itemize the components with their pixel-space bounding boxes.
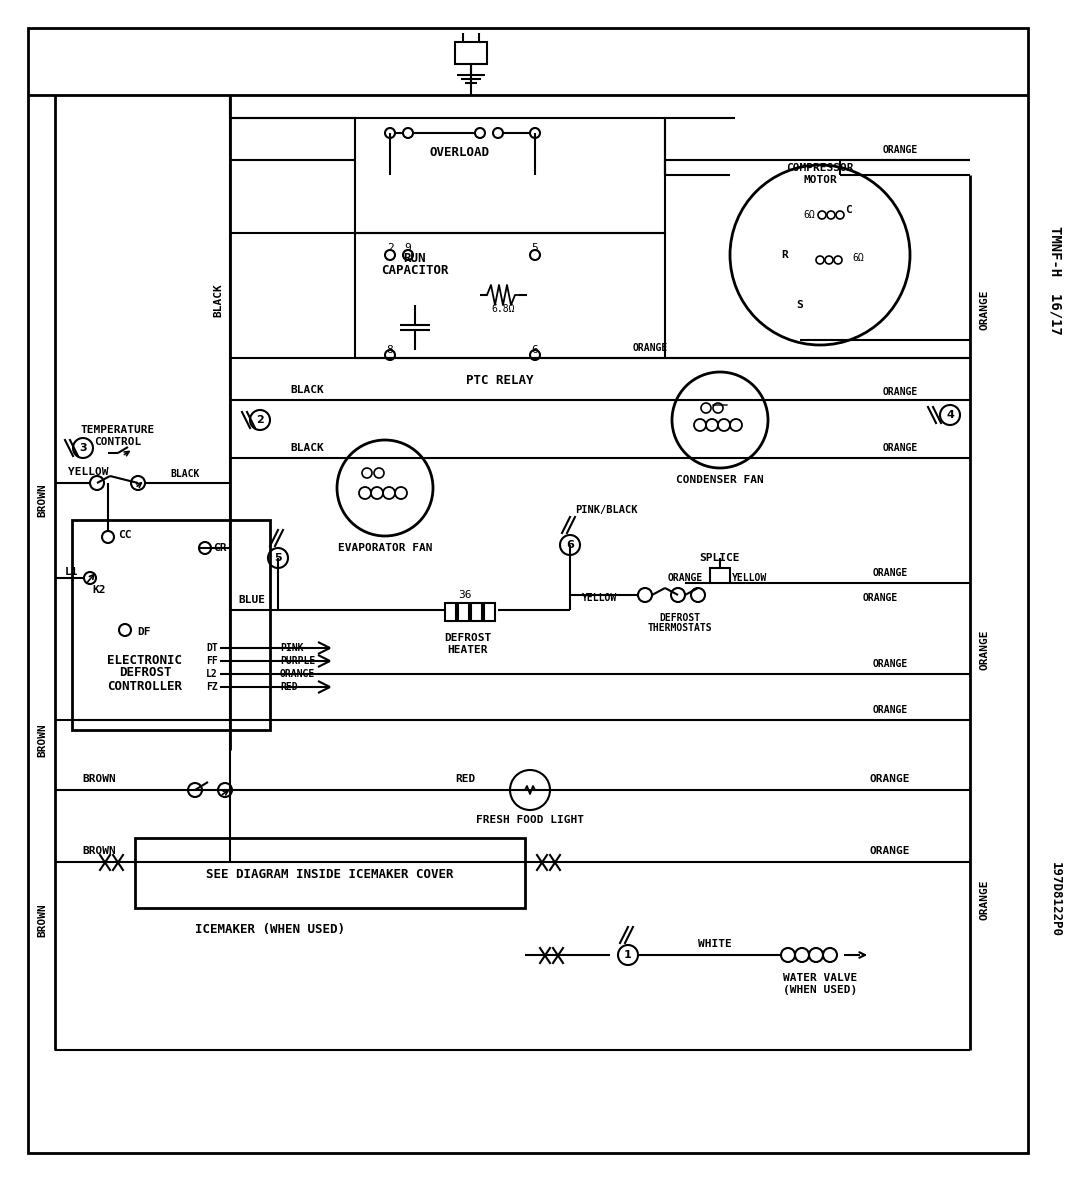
Text: YELLOW: YELLOW (68, 466, 109, 477)
Text: ORANGE: ORANGE (872, 705, 908, 715)
Text: CAPACITOR: CAPACITOR (381, 264, 449, 277)
Text: ORANGE: ORANGE (882, 443, 918, 453)
Text: FF: FF (207, 656, 218, 666)
Text: CC: CC (118, 531, 131, 540)
Text: PINK/BLACK: PINK/BLACK (575, 504, 638, 515)
Text: 6: 6 (567, 540, 574, 550)
Text: 4: 4 (946, 410, 954, 420)
Text: 5: 5 (532, 243, 538, 253)
Text: TMNF-H  16/17: TMNF-H 16/17 (1048, 226, 1062, 335)
Text: 1: 1 (625, 950, 632, 960)
Text: DT: DT (207, 643, 218, 653)
Text: 6Ω: 6Ω (803, 210, 815, 220)
Bar (710, 569, 730, 583)
Text: ORANGE: ORANGE (980, 880, 990, 920)
Text: ORANGE: ORANGE (280, 669, 316, 679)
Text: BLACK: BLACK (290, 385, 324, 395)
Text: BLACK: BLACK (170, 469, 200, 480)
Text: PTC RELAY: PTC RELAY (466, 374, 534, 387)
Bar (454, 42, 487, 64)
Text: DEFROST: DEFROST (659, 612, 700, 623)
Text: HEATER: HEATER (448, 645, 488, 655)
Text: CONTROLLER: CONTROLLER (108, 679, 182, 692)
Text: 6: 6 (532, 345, 538, 355)
Text: COMPRESSOR: COMPRESSOR (786, 163, 854, 173)
Text: 197D8122P0: 197D8122P0 (1049, 863, 1062, 938)
Text: FRESH FOOD LIGHT: FRESH FOOD LIGHT (476, 815, 584, 825)
Text: DEFROST: DEFROST (118, 666, 171, 679)
Text: SPLICE: SPLICE (700, 553, 740, 563)
Text: CONDENSER FAN: CONDENSER FAN (676, 475, 764, 485)
Text: BROWN: BROWN (37, 483, 47, 516)
Text: BROWN: BROWN (37, 903, 47, 937)
Text: 9: 9 (405, 243, 411, 253)
Text: ICEMAKER (WHEN USED): ICEMAKER (WHEN USED) (195, 923, 345, 937)
Text: RED: RED (454, 774, 475, 783)
Text: YELLOW: YELLOW (732, 573, 768, 583)
Text: BROWN: BROWN (82, 846, 115, 856)
Text: CR: CR (213, 542, 226, 553)
Text: 6.8Ω: 6.8Ω (491, 304, 515, 315)
Text: S: S (797, 300, 803, 310)
Text: FZ: FZ (207, 683, 218, 692)
Text: EVAPORATOR FAN: EVAPORATOR FAN (338, 542, 432, 553)
Bar (484, 603, 495, 621)
Text: 6Ω: 6Ω (852, 253, 864, 264)
Text: (WHEN USED): (WHEN USED) (783, 985, 857, 995)
Text: DF: DF (137, 627, 151, 637)
Bar (72, 520, 270, 730)
Text: ORANGE: ORANGE (870, 846, 910, 856)
Text: WATER VALVE: WATER VALVE (783, 973, 857, 983)
Bar (445, 603, 456, 621)
Text: PINK: PINK (280, 643, 304, 653)
Text: BROWN: BROWN (82, 774, 115, 783)
Text: 8: 8 (387, 345, 393, 355)
Bar (471, 603, 482, 621)
Text: K2: K2 (92, 585, 106, 595)
Text: 3: 3 (80, 443, 87, 453)
Text: MOTOR: MOTOR (803, 174, 837, 185)
Text: BLACK: BLACK (290, 443, 324, 453)
Text: L2: L2 (207, 669, 218, 679)
Text: L1: L1 (65, 567, 78, 577)
Text: ORANGE: ORANGE (882, 145, 918, 155)
Bar (355, 233, 665, 358)
Text: DEFROST: DEFROST (445, 633, 491, 643)
Text: 2: 2 (387, 243, 393, 253)
Text: BROWN: BROWN (37, 723, 47, 757)
Text: YELLOW: YELLOW (583, 594, 617, 603)
Bar (135, 838, 524, 908)
Text: PURPLE: PURPLE (280, 656, 316, 666)
Text: ORANGE: ORANGE (882, 387, 918, 396)
Text: 5: 5 (275, 553, 282, 563)
Text: 36: 36 (458, 590, 472, 599)
Text: 2: 2 (256, 415, 264, 425)
Text: R: R (782, 250, 788, 260)
Text: BLACK: BLACK (213, 284, 223, 317)
Text: ELECTRONIC: ELECTRONIC (108, 654, 182, 666)
Text: C: C (845, 205, 852, 215)
Text: THERMOSTATS: THERMOSTATS (647, 623, 712, 633)
Text: ORANGE: ORANGE (668, 573, 702, 583)
Text: BLUE: BLUE (238, 595, 266, 605)
Text: CONTROL: CONTROL (95, 437, 141, 447)
Text: SEE DIAGRAM INSIDE ICEMAKER COVER: SEE DIAGRAM INSIDE ICEMAKER COVER (207, 869, 453, 882)
Text: ORANGE: ORANGE (872, 569, 908, 578)
Text: ORANGE: ORANGE (863, 594, 897, 603)
Text: ORANGE: ORANGE (872, 659, 908, 669)
Text: TEMPERATURE: TEMPERATURE (81, 425, 155, 434)
Text: ORANGE: ORANGE (980, 290, 990, 330)
Text: OVERLOAD: OVERLOAD (430, 146, 490, 159)
Text: ORANGE: ORANGE (980, 630, 990, 671)
Text: RED: RED (280, 683, 297, 692)
Bar (458, 603, 468, 621)
Text: RUN: RUN (404, 252, 426, 265)
Text: WHITE: WHITE (698, 939, 732, 948)
Text: ORANGE: ORANGE (632, 343, 668, 353)
Text: ORANGE: ORANGE (870, 774, 910, 783)
Bar (355, 118, 665, 233)
